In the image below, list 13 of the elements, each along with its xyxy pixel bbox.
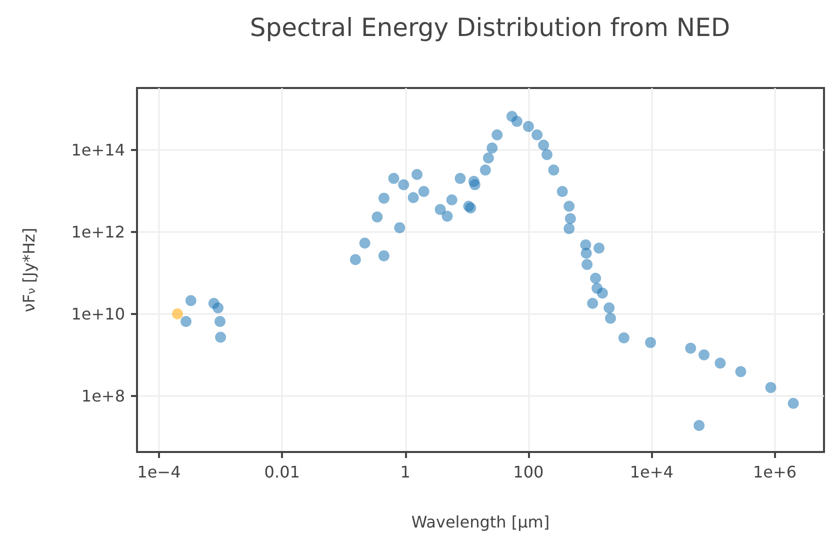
x-tick-label: 1e+4	[630, 462, 674, 482]
chart-title: Spectral Energy Distribution from NED	[250, 13, 730, 42]
y-tick-label: 1e+12	[71, 222, 125, 242]
x-tick-label: 100	[513, 462, 544, 482]
x-axis-title: Wavelength [μm]	[411, 512, 550, 532]
x-tick-label: 1e+6	[752, 462, 797, 482]
y-tick-label: 1e+8	[81, 386, 125, 406]
y-tick-label: 1e+10	[71, 304, 125, 324]
x-tick-label: 0.01	[264, 462, 300, 482]
y-tick-label: 1e+14	[71, 140, 125, 160]
x-tick-label: 1	[400, 462, 410, 482]
x-tick-label: 1e−4	[137, 462, 181, 482]
y-axis-title: νFν [Jy*Hz]	[20, 228, 38, 312]
